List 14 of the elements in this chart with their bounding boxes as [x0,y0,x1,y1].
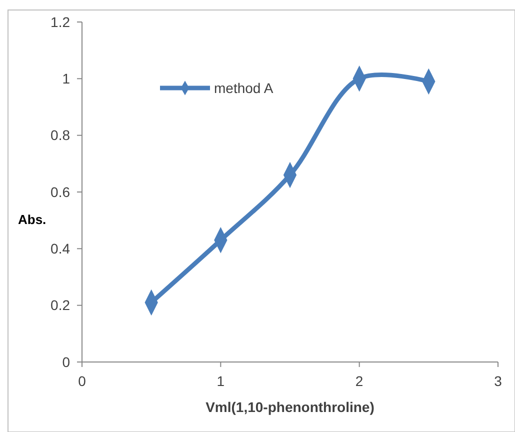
x-axis-title: Vml(1,10-phenonthroline) [206,399,374,415]
y-tick-label: 0 [62,354,70,370]
x-tick-label: 1 [216,373,225,389]
y-tick-label: 0.4 [50,240,70,257]
x-tick-label: 3 [494,373,502,389]
y-tick-label: 1.2 [50,14,70,30]
x-tick-label: 2 [355,373,364,389]
x-tick-label: 0 [78,373,86,389]
y-axis-title: Abs. [18,212,46,227]
y-tick-label: 0.2 [50,297,70,314]
y-tick-label: 1 [62,70,70,87]
legend-label: method A [214,80,274,96]
y-tick-label: 0.8 [50,127,70,144]
y-tick-label: 0.6 [50,184,70,200]
